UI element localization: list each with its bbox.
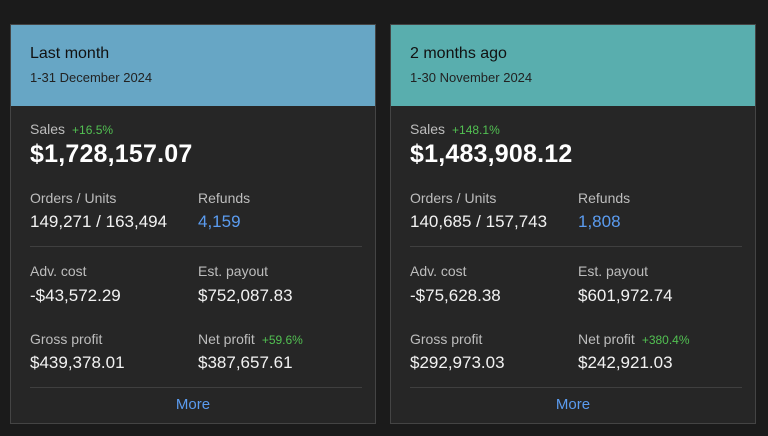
divider <box>410 387 742 388</box>
orders-units-label: Orders / Units <box>30 190 117 206</box>
net-profit-label: Net profit +380.4% <box>578 331 690 347</box>
est-payout-value: $601,972.74 <box>578 286 673 305</box>
est-payout-value: $752,087.83 <box>198 286 293 305</box>
sales-value: $1,728,157.07 <box>30 140 193 168</box>
sales-label: Sales +148.1% <box>410 121 500 137</box>
refunds-label: Refunds <box>198 190 251 206</box>
refunds-value-link[interactable]: 1,808 <box>578 212 621 231</box>
net-profit-label: Net profit +59.6% <box>198 331 303 347</box>
more-link[interactable]: More <box>175 396 211 413</box>
net-profit-value: $242,921.03 <box>578 353 673 372</box>
gross-profit-value: $439,378.01 <box>30 353 125 372</box>
divider <box>30 387 362 388</box>
card-title: Last month <box>30 45 110 62</box>
sales-change-badge: +148.1% <box>452 123 500 137</box>
refunds-label: Refunds <box>578 190 631 206</box>
card-date-range: 1-31 December 2024 <box>30 70 153 85</box>
period-card-2-months-ago: 2 months ago 1-30 November 2024 Sales +14… <box>390 24 756 424</box>
est-payout-label: Est. payout <box>198 263 269 279</box>
refunds-value-link[interactable]: 4,159 <box>198 212 241 231</box>
est-payout-label: Est. payout <box>578 263 649 279</box>
gross-profit-value: $292,973.03 <box>410 353 505 372</box>
sales-change-badge: +16.5% <box>72 123 114 137</box>
gross-profit-label: Gross profit <box>30 331 103 347</box>
divider <box>410 246 742 247</box>
net-profit-value: $387,657.61 <box>198 353 293 372</box>
card-title: 2 months ago <box>410 45 507 62</box>
net-profit-change-badge: +59.6% <box>261 333 303 347</box>
more-link[interactable]: More <box>555 396 591 413</box>
orders-units-value: 149,271 / 163,494 <box>30 212 168 231</box>
adv-cost-value: -$43,572.29 <box>30 286 121 305</box>
sales-label: Sales +16.5% <box>30 121 114 137</box>
net-profit-change-badge: +380.4% <box>641 333 690 347</box>
sales-value: $1,483,908.12 <box>410 140 573 168</box>
adv-cost-value: -$75,628.38 <box>410 286 501 305</box>
orders-units-label: Orders / Units <box>410 190 497 206</box>
gross-profit-label: Gross profit <box>410 331 483 347</box>
orders-units-value: 140,685 / 157,743 <box>410 212 548 231</box>
adv-cost-label: Adv. cost <box>410 263 467 279</box>
card-header: 2 months ago 1-30 November 2024 <box>391 25 755 106</box>
card-header: Last month 1-31 December 2024 <box>11 25 375 106</box>
divider <box>30 246 362 247</box>
card-date-range: 1-30 November 2024 <box>410 70 533 85</box>
period-card-last-month: Last month 1-31 December 2024 Sales +16.5… <box>10 24 376 424</box>
adv-cost-label: Adv. cost <box>30 263 87 279</box>
